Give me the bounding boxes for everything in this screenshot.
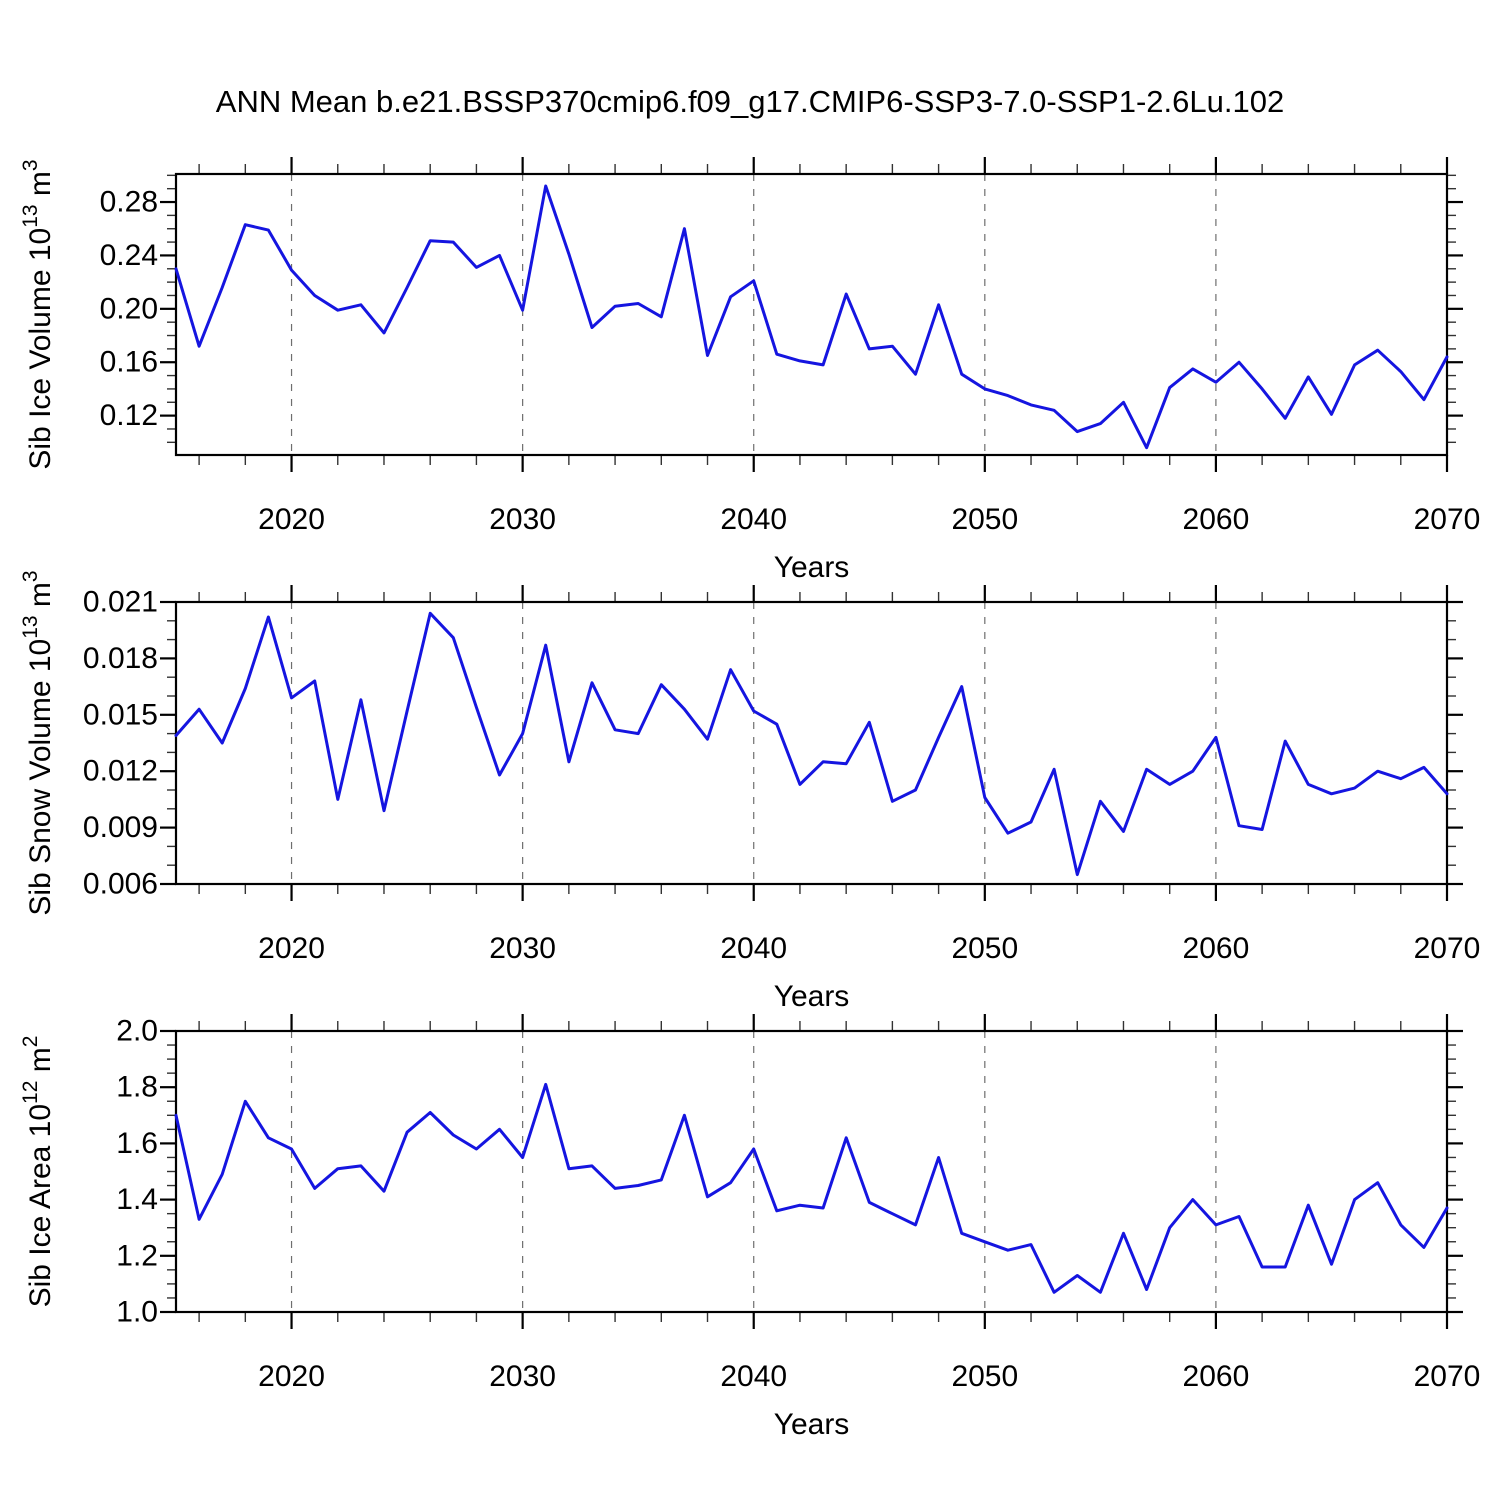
sib-ice-area-y-tick-label: 1.4: [116, 1183, 158, 1216]
sib-ice-area-x-tick-label: 2070: [1414, 1360, 1481, 1393]
sib-snow-volume-x-tick-label: 2070: [1414, 932, 1481, 965]
sib-ice-area-y-tick-label: 1.2: [116, 1239, 158, 1272]
sib-ice-volume-x-axis-label: Years: [774, 551, 850, 584]
sib-ice-area-y-tick-label: 1.0: [116, 1296, 158, 1329]
sib-ice-volume-x-tick-label: 2040: [720, 503, 787, 536]
sib-ice-area-x-axis-label: Years: [774, 1408, 850, 1441]
sib-ice-area-series-line: [174, 1082, 1449, 1294]
sib-snow-volume-y-tick-label: 0.018: [83, 642, 158, 675]
sib-ice-area-y-tick-label: 1.8: [116, 1071, 158, 1104]
sib-ice-volume-x-tick-label: 2070: [1414, 503, 1481, 536]
sib-ice-area-x-tick-label: 2020: [258, 1360, 325, 1393]
sib-snow-volume-x-tick-label: 2030: [489, 932, 556, 965]
sib-snow-volume-y-tick-label: 0.015: [83, 698, 158, 731]
sib-snow-volume-y-tick-label: 0.021: [83, 586, 158, 619]
sib-snow-volume-y-tick-label: 0.012: [83, 755, 158, 788]
sib-snow-volume-x-tick-label: 2040: [720, 932, 787, 965]
sib-ice-volume-y-tick-label: 0.16: [100, 346, 158, 379]
sib-ice-area-plot-border: [174, 1029, 1449, 1314]
sib-ice-area-y-tick-label: 1.6: [116, 1127, 158, 1160]
sib-snow-volume-y-axis-label: Sib Snow Volume 1013 m3: [19, 570, 57, 915]
sib-ice-volume-x-tick-label: 2050: [951, 503, 1018, 536]
sib-ice-area-y-axis-label: Sib Ice Area 1012 m2: [19, 1036, 57, 1308]
sib-ice-volume-y-tick-label: 0.20: [100, 292, 158, 325]
sib-ice-volume-y-axis-label: Sib Ice Volume 1013 m3: [19, 159, 57, 469]
sib-ice-area-x-tick-label: 2030: [489, 1360, 556, 1393]
sib-ice-volume-y-tick-label: 0.24: [100, 239, 158, 272]
sib-snow-volume-y-tick-label: 0.006: [83, 868, 158, 901]
sib-ice-volume-x-tick-label: 2020: [258, 503, 325, 536]
sib-ice-area-y-tick-label: 2.0: [116, 1015, 158, 1048]
sib-snow-volume-x-tick-label: 2050: [951, 932, 1018, 965]
sib-ice-volume-plot-border: [174, 172, 1449, 457]
sib-snow-volume-x-tick-label: 2060: [1183, 932, 1250, 965]
sib-snow-volume-x-axis-label: Years: [774, 980, 850, 1013]
sib-snow-volume-y-tick-label: 0.009: [83, 811, 158, 844]
sib-ice-volume-x-tick-label: 2030: [489, 503, 556, 536]
sib-ice-area-x-tick-label: 2050: [951, 1360, 1018, 1393]
sib-ice-volume-series-line: [174, 184, 1449, 450]
sib-ice-volume-x-tick-label: 2060: [1183, 503, 1250, 536]
sib-snow-volume-plot-border: [174, 600, 1449, 886]
sib-ice-area-x-tick-label: 2060: [1183, 1360, 1250, 1393]
sib-ice-volume-y-tick-label: 0.28: [100, 186, 158, 219]
figure-title: ANN Mean b.e21.BSSP370cmip6.f09_g17.CMIP…: [215, 84, 1285, 119]
sib-snow-volume-x-tick-label: 2020: [258, 932, 325, 965]
sib-snow-volume-series-line: [174, 611, 1449, 877]
sib-ice-area-x-tick-label: 2040: [720, 1360, 787, 1393]
sib-ice-volume-y-tick-label: 0.12: [100, 399, 158, 432]
